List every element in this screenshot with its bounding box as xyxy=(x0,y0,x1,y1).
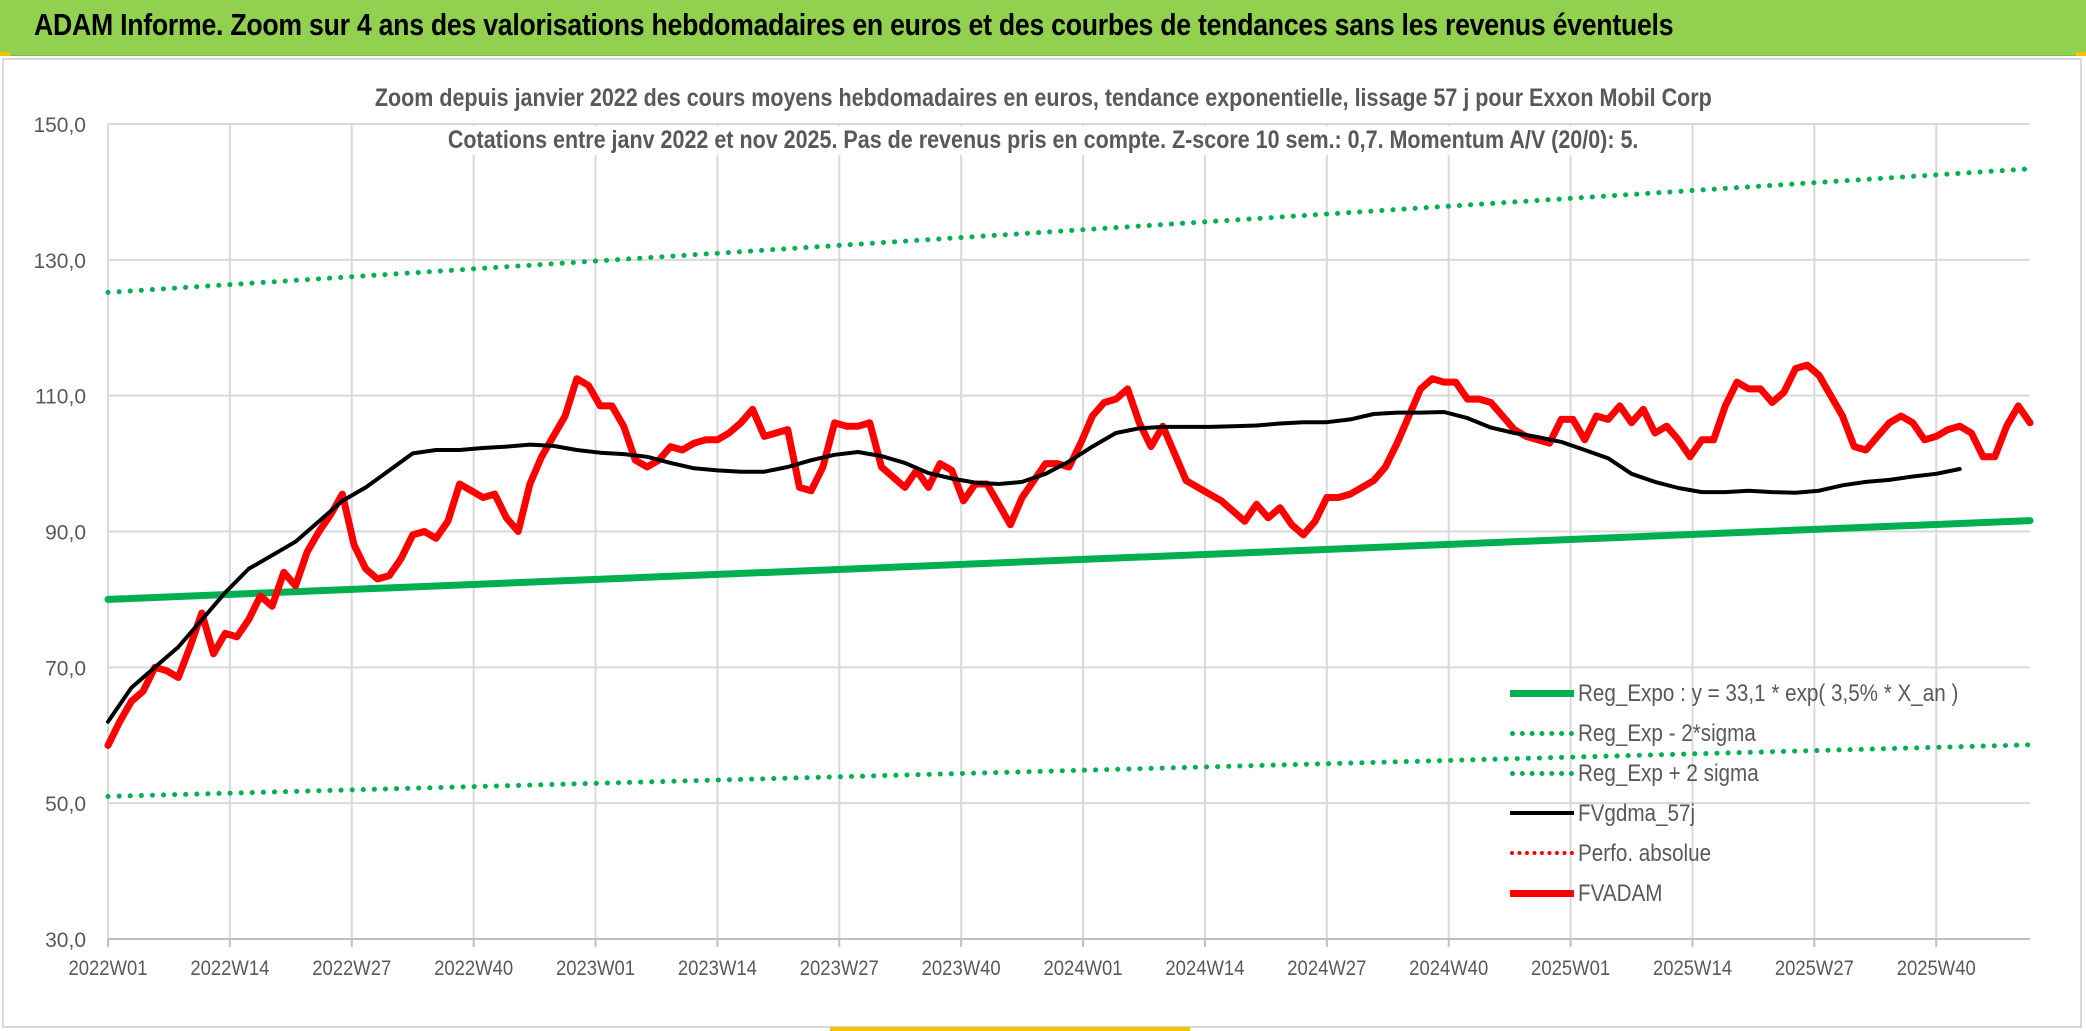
x-tick-label: 2023W27 xyxy=(800,957,879,980)
x-tick-label: 2024W14 xyxy=(1165,957,1244,980)
legend-label: Reg_Exp - 2*sigma xyxy=(1578,720,1756,747)
legend-label: Reg_Exp + 2 sigma xyxy=(1578,760,1759,787)
series-line-5 xyxy=(104,361,2034,749)
report-banner: ADAM Informe. Zoom sur 4 ans des valoris… xyxy=(0,0,2086,56)
x-tick-label: 2024W01 xyxy=(1044,957,1123,980)
y-tick-label: 70,0 xyxy=(45,657,86,680)
x-tick-label: 2025W14 xyxy=(1653,957,1732,980)
legend-item-reg-exp-plus: Reg_Exp + 2 sigma xyxy=(1510,759,2050,789)
series-line-2 xyxy=(105,166,2033,295)
x-tick-label: 2024W27 xyxy=(1287,957,1366,980)
x-tick-label: 2025W40 xyxy=(1897,957,1976,980)
series-line-3 xyxy=(106,410,1962,724)
legend-label: FVADAM xyxy=(1578,880,1663,907)
y-tick-label: 90,0 xyxy=(45,522,86,545)
legend-label: Perfo. absolue xyxy=(1578,840,1712,867)
y-tick-label: 130,0 xyxy=(33,250,86,273)
legend-item-reg-expo: Reg_Expo : y = 33,1 * exp( 3,5% * X_an ) xyxy=(1510,679,2050,709)
chart-area xyxy=(2,58,2082,1028)
x-tick-label: 2022W14 xyxy=(190,957,269,980)
x-tick-label: 2024W40 xyxy=(1409,957,1488,980)
legend-label: Reg_Expo : y = 33,1 * exp( 3,5% * X_an ) xyxy=(1578,680,1959,707)
x-tick-label: 2022W01 xyxy=(68,957,147,980)
chart-subtitle: Cotations entre janv 2022 et nov 2025. P… xyxy=(0,126,2086,155)
report-title: ADAM Informe. Zoom sur 4 ans des valoris… xyxy=(34,7,1674,42)
x-tick-label: 2022W40 xyxy=(434,957,513,980)
y-tick-label: 50,0 xyxy=(45,793,86,816)
legend-item-fvadam: FVADAM xyxy=(1510,879,2050,909)
legend-item-fvgdma: FVgdma_57j xyxy=(1510,799,2050,829)
legend-swatch-solid-green xyxy=(1510,690,1574,697)
series-line-0 xyxy=(104,517,2034,603)
x-tick-label: 2023W14 xyxy=(678,957,757,980)
legend-item-perfo: Perfo. absolue xyxy=(1510,839,2050,869)
corner-mark xyxy=(2076,52,2086,56)
y-tick-label: 110,0 xyxy=(35,386,86,409)
legend-swatch-dotted-green xyxy=(1510,731,1574,736)
x-tick-label: 2023W40 xyxy=(922,957,1001,980)
x-tick-label: 2025W01 xyxy=(1531,957,1610,980)
legend-swatch-solid-black xyxy=(1510,811,1574,815)
chart-subtitle-text: Cotations entre janv 2022 et nov 2025. P… xyxy=(442,126,1644,155)
y-tick-label: 30,0 xyxy=(45,929,86,952)
legend-swatch-solid-red xyxy=(1510,890,1574,897)
series-lines xyxy=(104,166,2034,799)
legend-item-reg-exp-minus: Reg_Exp - 2*sigma xyxy=(1510,719,2050,749)
x-tick-label: 2022W27 xyxy=(312,957,391,980)
x-axis-ticks: 2022W01 2022W14 2022W27 2022W40 2023W01 2023W… xyxy=(68,939,1976,980)
legend-label: FVgdma_57j xyxy=(1578,800,1696,827)
y-tick-label: 150,0 xyxy=(33,114,86,137)
chart-title-text: Zoom depuis janvier 2022 des cours moyen… xyxy=(369,84,1717,113)
series-line-1 xyxy=(105,742,2033,799)
y-axis-ticks: 30,0 50,0 70,0 90,0 110,0 130,0 150,0 xyxy=(33,114,86,952)
legend-swatch-dotted-green xyxy=(1510,771,1574,776)
x-tick-label: 2025W27 xyxy=(1775,957,1854,980)
legend-swatch-dotted-red xyxy=(1510,851,1574,855)
chart-title: Zoom depuis janvier 2022 des cours moyen… xyxy=(0,84,2086,113)
bottom-mark xyxy=(830,1027,1190,1031)
corner-mark xyxy=(0,52,10,56)
x-tick-label: 2023W01 xyxy=(556,957,635,980)
